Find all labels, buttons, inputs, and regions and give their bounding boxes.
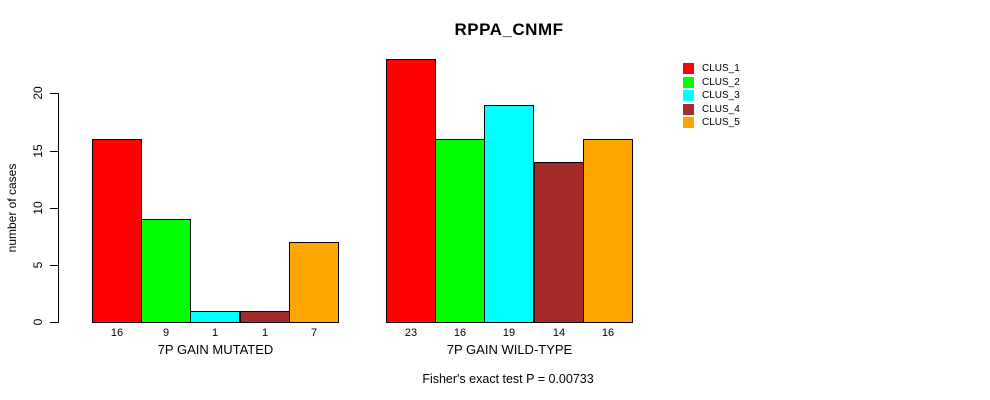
bar-value-label: 7 — [310, 327, 318, 339]
legend-label: CLUS_1 — [702, 63, 740, 75]
bar-value-label: 16 — [453, 327, 467, 339]
bar-value-label: 1 — [261, 327, 269, 339]
y-tick-label: 20 — [31, 86, 45, 100]
bar-7p-gain-wild-type-clus_5 — [583, 139, 633, 323]
chart-title: RPPA_CNMF — [454, 20, 564, 39]
legend-swatch — [683, 103, 694, 115]
bar-7p-gain-mutated-clus_4 — [240, 311, 290, 323]
bar-value-label: 1 — [211, 327, 219, 339]
group-axis-label: 7P GAIN MUTATED — [157, 342, 274, 357]
group-axis-label: 7P GAIN WILD-TYPE — [446, 342, 573, 357]
y-tick-mark — [50, 265, 58, 266]
stat-annotation: Fisher's exact test P = 0.00733 — [422, 372, 594, 386]
legend-swatch — [683, 76, 694, 88]
bar-7p-gain-mutated-clus_3 — [190, 311, 240, 323]
y-tick-mark — [50, 93, 58, 94]
y-axis-title: number of cases — [5, 163, 19, 253]
bar-value-label: 19 — [502, 327, 516, 339]
bar-value-label: 23 — [404, 327, 418, 339]
legend-item-clus_4: CLUS_4 — [683, 103, 740, 117]
legend-label: CLUS_5 — [702, 117, 740, 129]
y-tick-mark — [50, 151, 58, 152]
y-tick-mark — [50, 208, 58, 209]
y-tick-mark — [50, 322, 58, 323]
legend-label: CLUS_2 — [702, 76, 740, 88]
bar-7p-gain-mutated-clus_1 — [92, 139, 142, 323]
legend-item-clus_3: CLUS_3 — [683, 89, 740, 103]
bar-7p-gain-wild-type-clus_4 — [534, 162, 584, 323]
legend-item-clus_2: CLUS_2 — [683, 76, 740, 90]
y-axis-line — [58, 93, 59, 323]
legend-label: CLUS_3 — [702, 90, 740, 102]
bar-value-label: 16 — [601, 327, 615, 339]
legend-swatch — [683, 63, 694, 75]
bar-7p-gain-mutated-clus_2 — [141, 219, 191, 323]
bar-value-label: 16 — [110, 327, 124, 339]
legend-swatch — [683, 117, 694, 129]
bar-7p-gain-wild-type-clus_1 — [386, 59, 436, 323]
bar-7p-gain-wild-type-clus_3 — [484, 105, 534, 323]
y-tick-label: 0 — [31, 318, 45, 326]
y-tick-label: 5 — [31, 261, 45, 269]
y-tick-label: 15 — [31, 144, 45, 158]
bar-value-label: 9 — [162, 327, 170, 339]
y-tick-label: 10 — [31, 201, 45, 215]
legend-swatch — [683, 90, 694, 102]
legend: CLUS_1 CLUS_2 CLUS_3 CLUS_4 CLUS_5 — [683, 62, 740, 130]
bar-7p-gain-wild-type-clus_2 — [435, 139, 485, 323]
legend-item-clus_1: CLUS_1 — [683, 62, 740, 76]
bar-7p-gain-mutated-clus_5 — [289, 242, 339, 323]
bar-value-label: 14 — [552, 327, 566, 339]
legend-label: CLUS_4 — [702, 103, 740, 115]
legend-item-clus_5: CLUS_5 — [683, 116, 740, 130]
